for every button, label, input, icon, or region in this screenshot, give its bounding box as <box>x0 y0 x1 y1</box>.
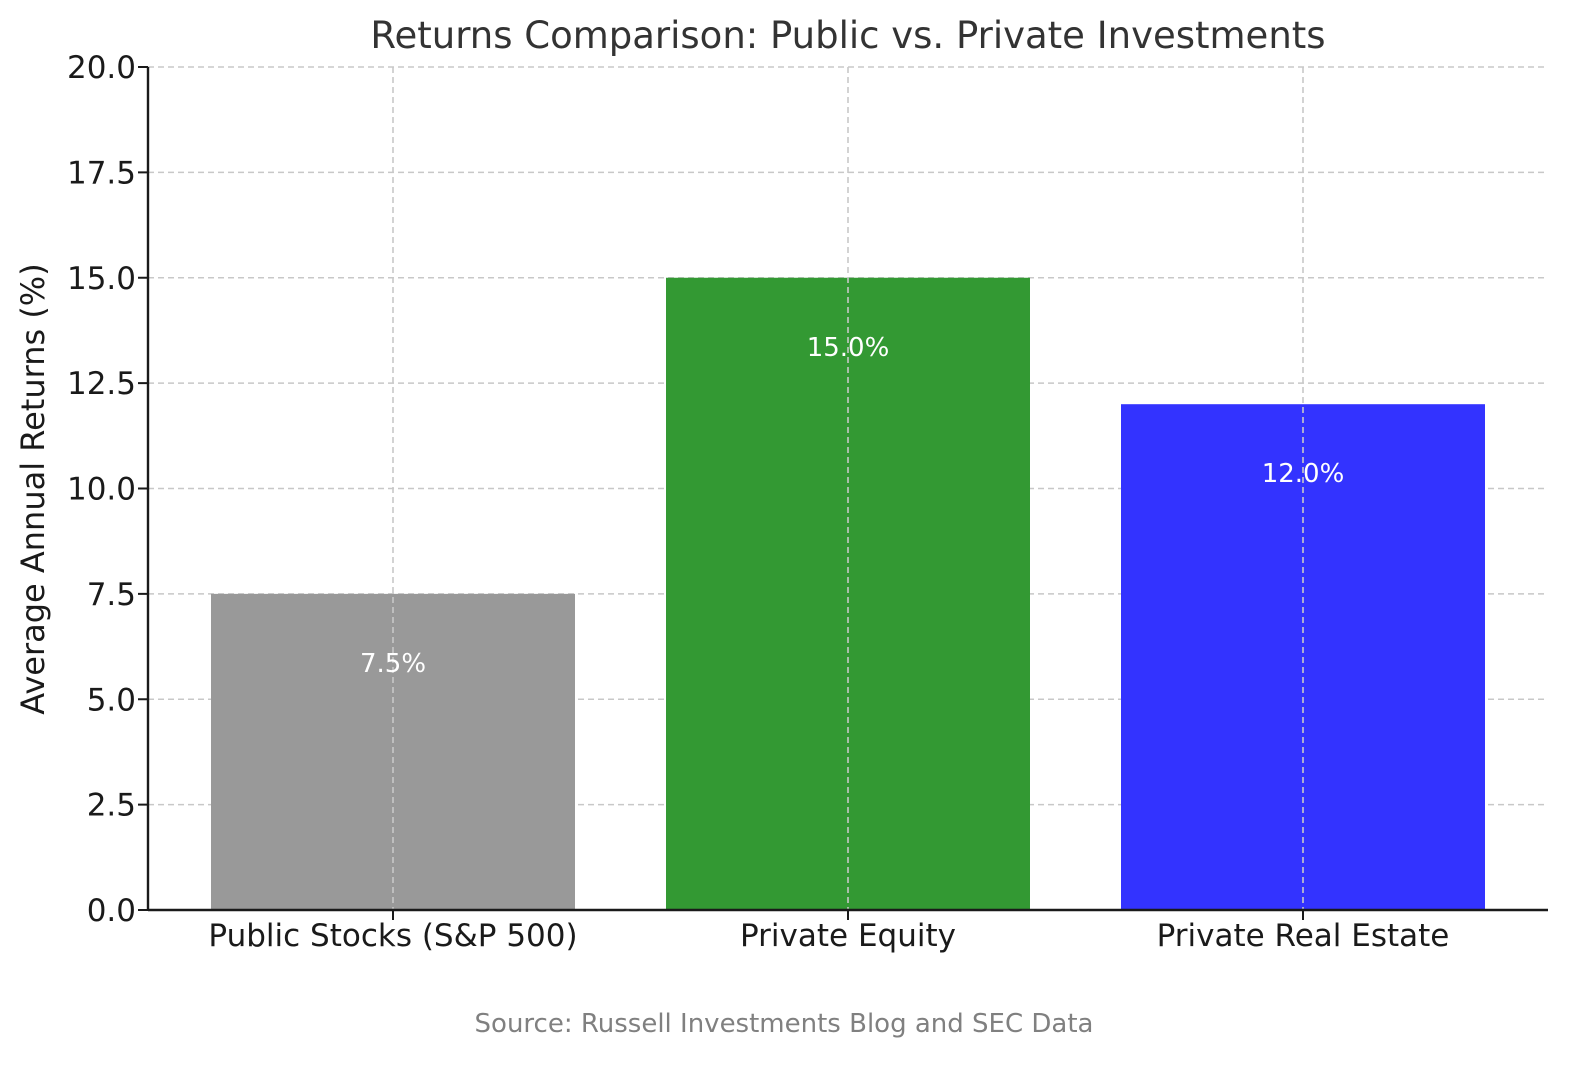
x-tick-label: Private Real Estate <box>1157 918 1450 954</box>
y-tick-label: 17.5 <box>67 155 136 191</box>
x-tick-label: Private Equity <box>740 918 956 954</box>
y-tick-label: 10.0 <box>67 472 136 508</box>
x-grid <box>392 67 1304 910</box>
y-tick-label: 12.5 <box>67 366 136 402</box>
chart-title: Returns Comparison: Public vs. Private I… <box>370 14 1325 57</box>
y-axis-label: Average Annual Returns (%) <box>14 263 52 714</box>
bar <box>666 277 1030 910</box>
data-label: 7.5% <box>360 649 426 679</box>
y-tick-label: 5.0 <box>87 682 136 718</box>
axes: 0.0 2.5 5.0 7.5 10.0 12.5 15.0 17.5 20.0 Public S… <box>67 50 1548 954</box>
data-label: 12.0% <box>1262 459 1345 489</box>
y-tick-label: 2.5 <box>87 788 136 824</box>
source-note: Source: Russell Investments Blog and SEC… <box>475 1009 1094 1039</box>
y-tick-label: 7.5 <box>87 577 136 613</box>
y-tick-label: 15.0 <box>67 261 136 297</box>
y-tick-label: 0.0 <box>87 893 136 929</box>
data-label: 15.0% <box>807 333 890 363</box>
x-tick-label: Public Stocks (S&P 500) <box>208 918 577 954</box>
data-labels: 7.5% 15.0% 12.0% <box>360 333 1344 679</box>
y-tick-label: 20.0 <box>67 50 136 86</box>
